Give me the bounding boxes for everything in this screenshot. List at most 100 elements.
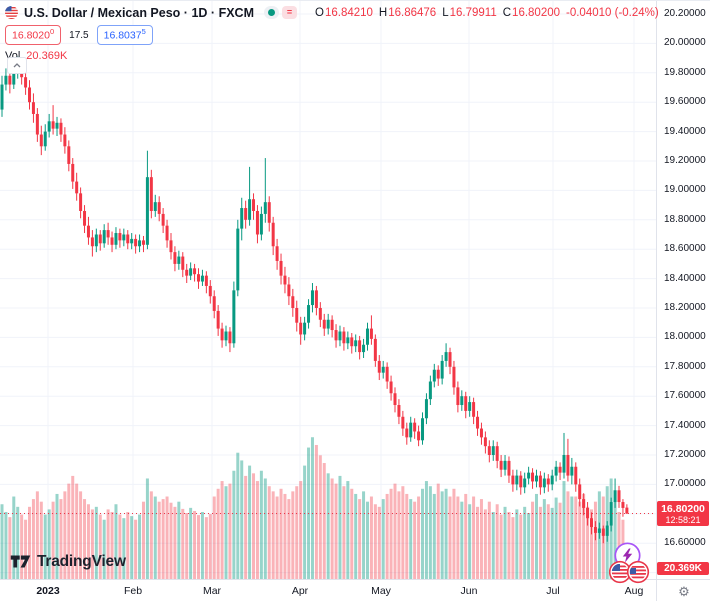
volume-bar (534, 493, 538, 579)
candle-body (55, 122, 59, 129)
candle-body (71, 163, 75, 182)
candle-body (605, 525, 609, 536)
volume-bar (318, 455, 322, 579)
price-tick-label: 19.40000 (664, 125, 706, 137)
candle-body (597, 528, 601, 533)
legend-collapse-button[interactable] (7, 57, 27, 74)
candle-body (338, 331, 342, 341)
volume-bar (31, 499, 35, 579)
candle-body (421, 418, 425, 441)
volume-bar (499, 514, 503, 579)
candle-body (86, 225, 90, 238)
volume-bar (212, 496, 216, 579)
volume-bar (562, 481, 566, 579)
candle-body (483, 437, 487, 447)
candle-body (0, 84, 4, 110)
volume-bar (12, 496, 16, 579)
axis-settings-corner[interactable]: ⚙ (656, 579, 710, 601)
candle-body (413, 422, 417, 432)
buy-button[interactable]: 16.80375 (96, 24, 153, 46)
volume-bar (377, 506, 381, 579)
candle-body (79, 193, 83, 211)
volume-bar (55, 493, 59, 579)
volume-value: 20.369K (26, 50, 68, 62)
time-axis[interactable]: 2023 Feb Mar Apr May Jun Jul Aug (0, 579, 656, 601)
volume-bar (472, 496, 476, 579)
price-tick-label: 17.20000 (664, 449, 706, 460)
volume-bar (28, 506, 32, 579)
candle-body (157, 202, 161, 214)
volume-bar (173, 506, 177, 579)
volume-bar (208, 514, 212, 579)
price-tick-label: 18.20000 (664, 302, 706, 313)
candle-body (193, 268, 197, 275)
candle-body (377, 360, 381, 373)
volume-bar (67, 483, 71, 579)
sell-button[interactable]: 16.80200 (5, 24, 62, 46)
settings-gear-icon[interactable]: ⚙ (678, 583, 690, 599)
candle-body (531, 472, 535, 482)
data-status-pill[interactable] (264, 6, 279, 19)
symbol-title[interactable]: U.S. Dollar / Mexican Peso · 1D · FXCM (24, 5, 254, 20)
candle-body (197, 274, 200, 282)
candle-body (12, 72, 16, 85)
volume-bar (71, 475, 75, 579)
source-menu-icon[interactable]: = (282, 6, 297, 19)
volume-bar (83, 499, 87, 579)
price-tick-label: 18.60000 (664, 243, 706, 255)
bar-countdown: 12:58:21 (665, 514, 701, 525)
candle-body (31, 102, 35, 114)
volume-bar (47, 509, 51, 579)
candlestick-chart[interactable] (0, 1, 656, 579)
volume-bar (263, 478, 267, 579)
candle-body (546, 478, 550, 485)
volume-bar (35, 491, 39, 579)
price-tick-label: 20.00000 (664, 37, 706, 49)
price-axis[interactable]: 20.20000 20.00000 19.80000 19.60000 19.40000… (656, 1, 710, 579)
price-tick-label: 19.60000 (664, 96, 706, 108)
volume-bar (177, 501, 181, 579)
candle-body (267, 202, 271, 223)
candle-body (291, 296, 295, 308)
volume-bar (244, 475, 248, 579)
volume-bar (436, 483, 440, 579)
price-tick-label: 17.60000 (664, 390, 706, 402)
candle-body (307, 305, 311, 323)
candle-body (342, 331, 346, 344)
symbol-row[interactable]: U.S. Dollar / Mexican Peso · 1D · FXCM =… (5, 4, 659, 21)
candle-body (122, 234, 126, 241)
candle-body (570, 466, 574, 476)
candle-body (491, 446, 495, 455)
candle-body (287, 284, 291, 297)
candle-body (295, 308, 299, 323)
candle-body (4, 75, 8, 85)
price-tick-label: 20.20000 (664, 8, 706, 19)
price-tick-label: 17.40000 (664, 419, 706, 431)
candle-body (204, 275, 208, 286)
ohlc-values: O 16.84210 H 16.86476 L 16.79911 C 16.80200 … (315, 6, 659, 19)
candle-body (515, 475, 519, 485)
us-flag-sticker-icon (608, 560, 632, 584)
candle-body (98, 234, 102, 244)
tradingview-logo[interactable]: TradingView (10, 552, 126, 571)
volume-bar (503, 506, 507, 579)
volume-bar (271, 491, 275, 579)
candle-body (401, 416, 405, 429)
candle-body (212, 296, 216, 311)
volume-bar (582, 493, 586, 579)
candle-body (236, 228, 240, 291)
volume-bar (118, 514, 122, 579)
volume-row[interactable]: Vol 20.369K (5, 50, 659, 62)
candle-body (503, 460, 507, 470)
candle-body (110, 237, 114, 245)
candle-body (499, 460, 503, 470)
volume-bar (114, 504, 118, 579)
volume-bar (169, 502, 173, 579)
volume-bar (401, 486, 405, 579)
candle-body (279, 260, 283, 276)
volume-bar (291, 491, 295, 579)
tradingview-logo-text: TradingView (37, 552, 126, 570)
volume-bar (476, 506, 480, 579)
current-price-value: 16.80200 (661, 502, 705, 515)
volume-bar (342, 486, 346, 579)
